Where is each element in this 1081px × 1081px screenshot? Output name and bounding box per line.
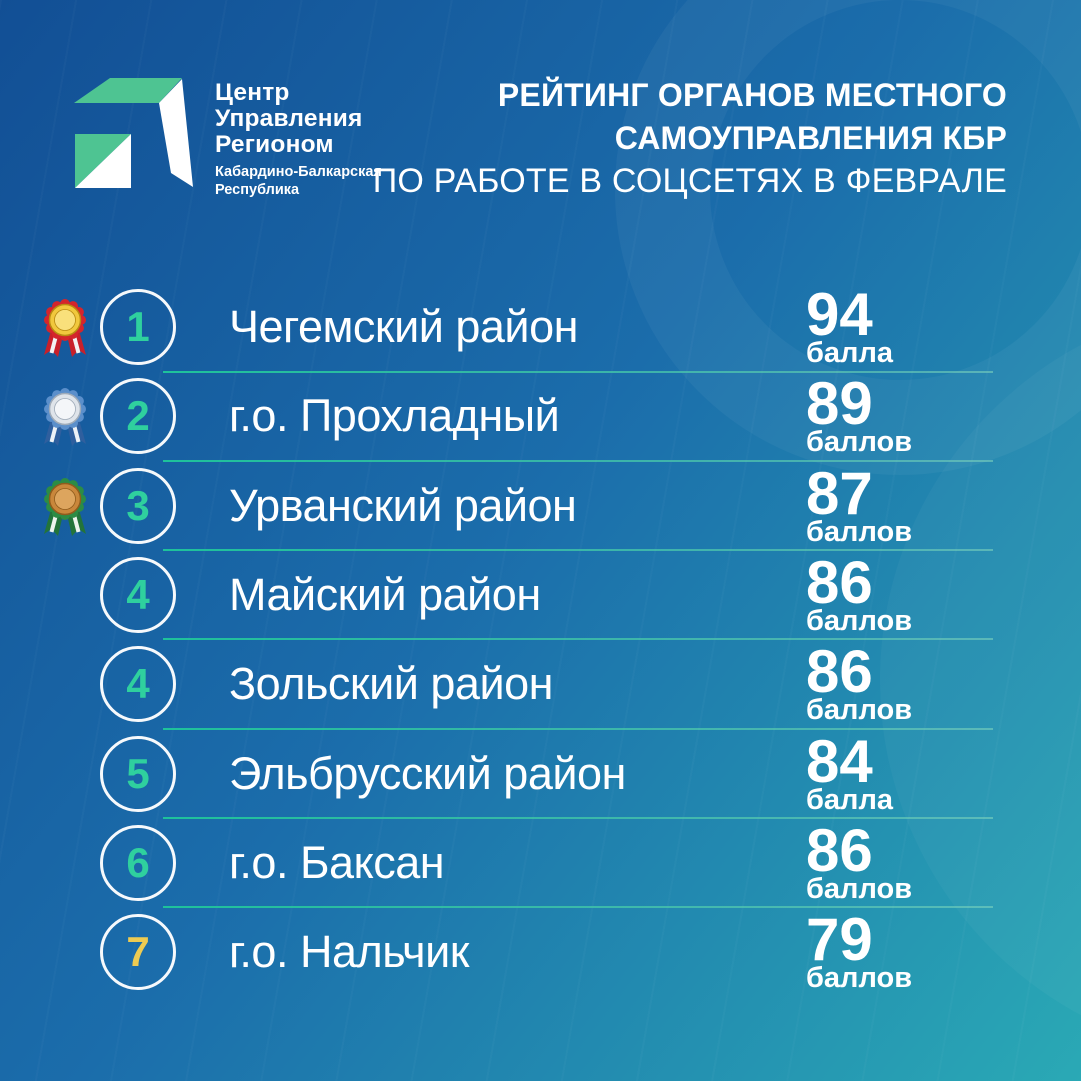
municipality-name: Урванский район xyxy=(229,479,577,531)
rank-circle: 4 xyxy=(100,646,176,723)
row-separator xyxy=(163,459,993,462)
rank-circle: 7 xyxy=(100,914,176,991)
ranking-row: 2 г.о. Прохладный 89 баллов xyxy=(0,370,1081,459)
score-unit-label: баллов xyxy=(806,694,913,727)
rank-number: 5 xyxy=(126,749,150,797)
logo-region-line: Республика xyxy=(215,181,300,198)
score-value: 89 xyxy=(806,370,873,438)
rank-circle: 5 xyxy=(100,735,176,812)
score-value: 86 xyxy=(806,548,873,616)
score-block: 86 баллов xyxy=(806,816,913,905)
score-unit-label: баллов xyxy=(806,515,913,548)
title-line-1: РЕЙТИНГ ОРГАНОВ МЕСТНОГО xyxy=(497,77,1007,113)
gold-medal-icon xyxy=(36,295,94,361)
rank-number: 4 xyxy=(126,660,150,708)
ranking-row: 4 Зольский район 86 баллов xyxy=(0,638,1081,727)
score-unit-label: баллов xyxy=(806,426,913,459)
cur-logo-icon xyxy=(74,78,193,188)
score-block: 89 баллов xyxy=(806,370,913,459)
ranking-row: 4 Майский район 86 баллов xyxy=(0,548,1081,637)
logo-org-line: Регионом xyxy=(215,131,334,158)
row-separator xyxy=(163,638,993,641)
title-line-2: САМОУПРАВЛЕНИЯ КБР xyxy=(614,120,1007,156)
rank-number: 1 xyxy=(126,303,150,350)
ranking-row: 3 Урванский район 87 баллов xyxy=(0,459,1081,548)
municipality-name: Чегемский район xyxy=(229,301,578,352)
municipality-name: Эльбрусский район xyxy=(229,747,626,799)
rank-circle: 2 xyxy=(100,378,176,455)
ranking-row: 7 г.о. Нальчик 79 баллов xyxy=(0,906,1081,995)
score-value: 79 xyxy=(806,906,873,974)
rank-circle: 4 xyxy=(100,556,176,633)
ranking-row: 6 г.о. Баксан 86 баллов xyxy=(0,816,1081,905)
rank-number: 3 xyxy=(126,481,150,529)
score-unit-label: балла xyxy=(806,337,894,369)
ranking-row: 5 Эльбрусский район 84 балла xyxy=(0,727,1081,816)
logo-org-line: Центр xyxy=(215,79,290,106)
row-separator xyxy=(163,727,993,730)
rank-circle: 3 xyxy=(100,467,176,544)
row-separator xyxy=(163,370,993,373)
score-value: 86 xyxy=(806,816,873,884)
municipality-name: г.о. Прохладный xyxy=(229,390,560,442)
ranking-row: 1 Чегемский район 94 балла xyxy=(0,281,1081,369)
title-line-3: ПО РАБОТЕ В СОЦСЕТЯХ В ФЕВРАЛЕ xyxy=(372,162,1007,200)
score-value: 87 xyxy=(806,459,873,527)
score-value: 84 xyxy=(806,727,873,795)
municipality-name: Зольский район xyxy=(229,658,553,710)
municipality-name: Майский район xyxy=(229,568,541,620)
municipality-name: г.о. Баксан xyxy=(229,836,445,888)
rank-number: 4 xyxy=(126,570,150,618)
score-block: 84 балла xyxy=(806,727,894,816)
row-separator xyxy=(163,817,993,819)
score-value: 94 xyxy=(806,281,873,348)
logo-region-name: Кабардино-Балкарская Республика xyxy=(215,164,382,199)
rank-circle: 6 xyxy=(100,824,176,901)
rank-circle: 1 xyxy=(100,289,176,365)
logo-org-line: Управления xyxy=(215,105,363,132)
rank-number: 6 xyxy=(126,838,150,886)
score-unit-label: баллов xyxy=(806,604,913,637)
rank-number: 7 xyxy=(126,928,150,976)
logo-region-line: Кабардино-Балкарская xyxy=(215,164,382,180)
score-block: 94 балла xyxy=(806,281,894,369)
score-value: 86 xyxy=(806,638,873,706)
score-unit-label: баллов xyxy=(806,962,913,995)
logo-org-name: Центр Управления Регионом xyxy=(215,80,362,158)
row-separator xyxy=(163,549,993,552)
silver-medal-icon xyxy=(36,384,94,450)
rank-number: 2 xyxy=(126,392,150,440)
municipality-name: г.о. Нальчик xyxy=(229,926,469,978)
score-block: 86 баллов xyxy=(806,548,913,637)
score-unit-label: баллов xyxy=(806,872,913,905)
bronze-medal-icon xyxy=(36,474,94,540)
score-unit-label: балла xyxy=(806,783,894,816)
score-block: 87 баллов xyxy=(806,459,913,548)
score-block: 79 баллов xyxy=(806,906,913,995)
page-title: РЕЙТИНГ ОРГАНОВ МЕСТНОГО САМОУПРАВЛЕНИЯ … xyxy=(373,74,1007,203)
score-block: 86 баллов xyxy=(806,638,913,727)
row-separator xyxy=(163,906,993,909)
